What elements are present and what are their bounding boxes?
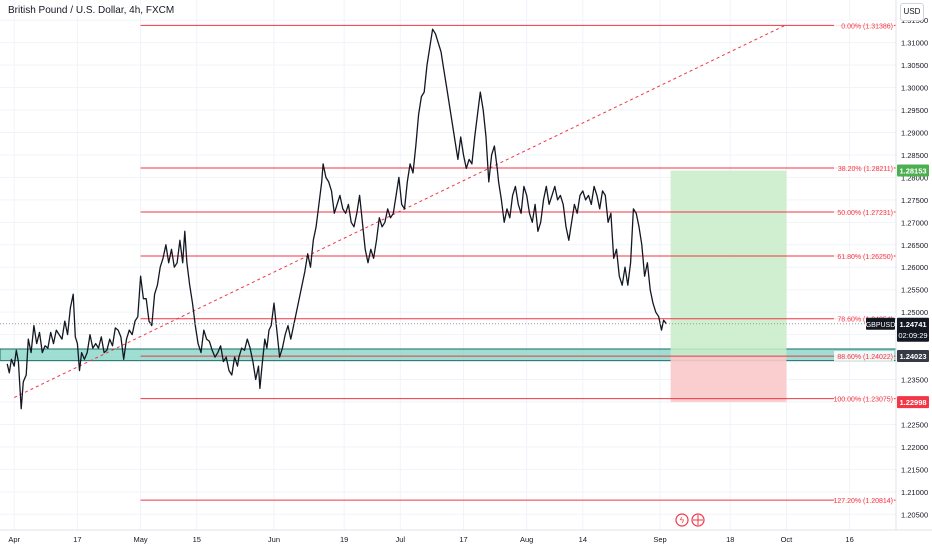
x-tick-label: 17 bbox=[459, 535, 467, 544]
fib-label-background bbox=[834, 495, 894, 506]
fib-level-label: 100.00% (1.23075) bbox=[833, 397, 893, 404]
economic-event-icon[interactable] bbox=[675, 513, 689, 527]
symbol-label: GBPUSD bbox=[866, 322, 896, 329]
price-axis[interactable] bbox=[896, 0, 932, 550]
entry-price-tag bbox=[897, 350, 929, 363]
y-tick-label: 1.21000 bbox=[901, 488, 928, 497]
x-tick-label: 18 bbox=[726, 535, 734, 544]
axis-price-labels: 1.28153 1.24741 02:09:29 1.24023 1.22998 GBPU… bbox=[866, 164, 929, 409]
y-tick-label: 1.22000 bbox=[901, 443, 928, 452]
x-tick-label: 14 bbox=[579, 535, 587, 544]
y-tick-label: 1.29000 bbox=[901, 129, 928, 138]
y-tick-label: 1.30500 bbox=[901, 61, 928, 70]
time-axis[interactable] bbox=[0, 530, 932, 550]
price-line[interactable] bbox=[6, 28, 667, 410]
y-tick-label: 1.20500 bbox=[901, 510, 928, 519]
current-price-label: 1.24741 bbox=[899, 320, 926, 329]
fib-label-background bbox=[834, 313, 894, 324]
x-tick-label: 16 bbox=[845, 535, 853, 544]
y-tick-label: 1.28500 bbox=[901, 151, 928, 160]
y-tick-label: 1.25500 bbox=[901, 286, 928, 295]
y-tick-label: 1.25000 bbox=[901, 308, 928, 317]
lightning-icon: ϟ bbox=[680, 516, 685, 525]
fib-level-label: 50.00% (1.27231) bbox=[837, 210, 893, 217]
y-tick-label: 1.21500 bbox=[901, 465, 928, 474]
fib-level-label: 0.00% (1.31386) bbox=[841, 23, 893, 30]
target-zone[interactable] bbox=[670, 170, 787, 357]
y-tick-label: 1.31000 bbox=[901, 39, 928, 48]
x-tick-label: May bbox=[133, 535, 147, 544]
x-tick-label: 19 bbox=[340, 535, 348, 544]
x-tick-label: 17 bbox=[73, 535, 81, 544]
stop-price-label: 1.22998 bbox=[899, 398, 926, 407]
x-tick-label: Jun bbox=[268, 535, 280, 544]
fib-label-background bbox=[834, 206, 894, 217]
x-tick-label: Sep bbox=[653, 535, 666, 544]
fib-label-background bbox=[834, 20, 894, 31]
fib-level-label: 78.60% (1.24854) bbox=[837, 317, 893, 324]
fib-label-background bbox=[834, 162, 894, 173]
target-price-tag bbox=[897, 164, 929, 177]
current-price-label: 02:09:29 bbox=[898, 331, 927, 340]
y-tick-label: 1.29500 bbox=[901, 106, 928, 115]
zones bbox=[0, 170, 897, 403]
target-price-label: 1.28153 bbox=[899, 167, 926, 176]
x-tick-label: 15 bbox=[193, 535, 201, 544]
y-tick-label: 1.27500 bbox=[901, 196, 928, 205]
stop-price-tag bbox=[897, 396, 929, 409]
fib-level-label: 38.20% (1.28211) bbox=[838, 166, 893, 173]
fib-label-background bbox=[834, 393, 894, 404]
fib-label-background bbox=[834, 351, 894, 362]
y-tick-label: 1.26500 bbox=[901, 241, 928, 250]
chart-title: British Pound / U.S. Dollar, 4h, FXCM bbox=[6, 5, 177, 16]
symbol-tag bbox=[866, 317, 895, 330]
price-series bbox=[0, 28, 896, 410]
x-tick-label: Aug bbox=[520, 535, 533, 544]
x-tick-label: Oct bbox=[781, 535, 794, 544]
y-tick-label: 1.28000 bbox=[901, 173, 928, 182]
x-tick-label: Jul bbox=[396, 535, 406, 544]
fib-label-background bbox=[834, 251, 894, 262]
fibonacci-retracement: 0.00% (1.31386) 38.20% (1.28211) 50.00% (1… bbox=[140, 20, 896, 506]
x-tick-label: Apr bbox=[8, 535, 20, 544]
y-tick-label: 1.22500 bbox=[901, 420, 928, 429]
trend-line-group bbox=[14, 24, 787, 398]
y-tick-label: 1.23500 bbox=[901, 376, 928, 385]
current-price-tag bbox=[897, 317, 929, 342]
fib-level-label: 61.80% (1.26250) bbox=[837, 254, 893, 261]
trend-line[interactable] bbox=[14, 24, 787, 398]
fib-level-label: 88.60% (1.24022) bbox=[837, 354, 893, 361]
y-tick-label: 1.26000 bbox=[901, 263, 928, 272]
currency-button[interactable]: USD bbox=[900, 3, 924, 21]
stop-zone[interactable] bbox=[670, 356, 787, 403]
fib-level-label: 127.20% (1.20814) bbox=[833, 498, 893, 505]
event-icons: ϟ bbox=[675, 513, 705, 527]
entry-price-label: 1.24023 bbox=[899, 352, 926, 361]
y-tick-label: 1.30000 bbox=[901, 84, 928, 93]
y-tick-label: 1.27000 bbox=[901, 218, 928, 227]
